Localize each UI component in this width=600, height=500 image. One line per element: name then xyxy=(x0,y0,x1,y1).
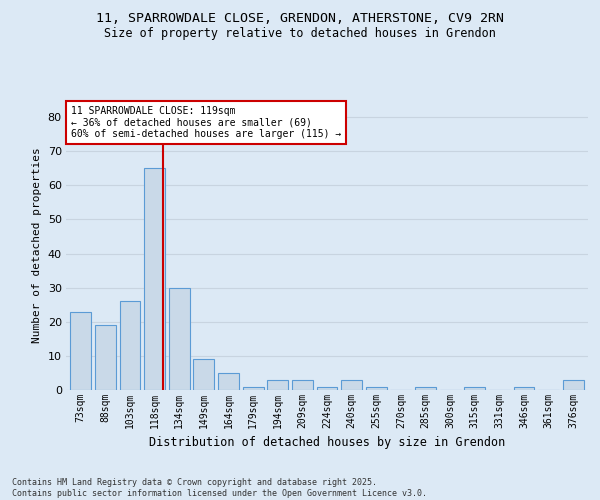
Bar xyxy=(292,380,313,390)
Bar xyxy=(242,386,263,390)
Bar xyxy=(366,386,387,390)
Bar xyxy=(317,386,337,390)
Bar xyxy=(267,380,288,390)
Bar xyxy=(169,288,190,390)
Text: 11, SPARROWDALE CLOSE, GRENDON, ATHERSTONE, CV9 2RN: 11, SPARROWDALE CLOSE, GRENDON, ATHERSTO… xyxy=(96,12,504,26)
Bar xyxy=(341,380,362,390)
Bar xyxy=(119,302,140,390)
Bar xyxy=(464,386,485,390)
Bar xyxy=(95,325,116,390)
Bar xyxy=(70,312,91,390)
Bar xyxy=(415,386,436,390)
Bar xyxy=(144,168,165,390)
Bar xyxy=(514,386,535,390)
X-axis label: Distribution of detached houses by size in Grendon: Distribution of detached houses by size … xyxy=(149,436,505,450)
Text: 11 SPARROWDALE CLOSE: 119sqm
← 36% of detached houses are smaller (69)
60% of se: 11 SPARROWDALE CLOSE: 119sqm ← 36% of de… xyxy=(71,106,341,139)
Text: Contains HM Land Registry data © Crown copyright and database right 2025.
Contai: Contains HM Land Registry data © Crown c… xyxy=(12,478,427,498)
Text: Size of property relative to detached houses in Grendon: Size of property relative to detached ho… xyxy=(104,28,496,40)
Bar xyxy=(218,373,239,390)
Y-axis label: Number of detached properties: Number of detached properties xyxy=(32,147,42,343)
Bar xyxy=(563,380,584,390)
Bar xyxy=(193,360,214,390)
